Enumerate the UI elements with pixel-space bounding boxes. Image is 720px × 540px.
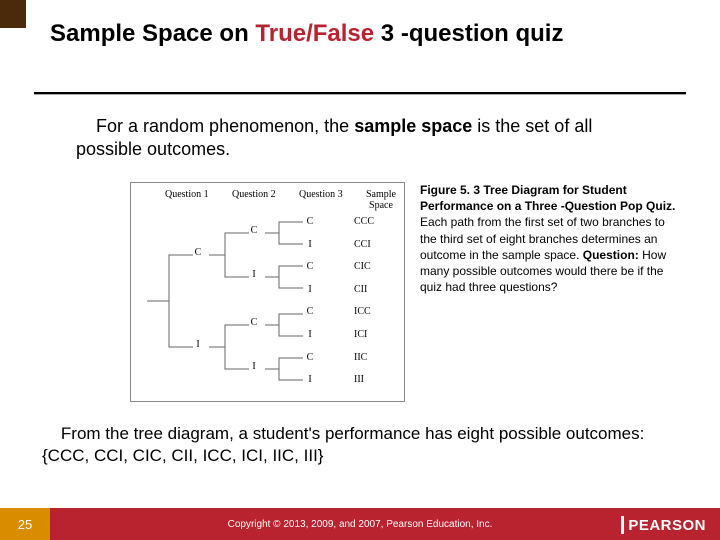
lead-bold: sample space [354, 116, 472, 136]
lead-prefix: For a random phenomenon, the [96, 116, 354, 136]
brand-text: PEARSON [628, 517, 706, 534]
tree-diagram-figure: Question 1 Question 2 Question 3 Sample … [130, 182, 405, 402]
caption-bold2: Question: [583, 248, 642, 262]
outcome: ICI [354, 324, 390, 347]
q2-label: I [247, 361, 261, 372]
outcome: CII [354, 279, 390, 302]
outcome: IIC [354, 347, 390, 370]
leaf-label: I [303, 279, 317, 302]
outcome: CIC [354, 256, 390, 279]
conclusion-span: From the tree diagram, a student's perfo… [42, 424, 644, 465]
q2-label: I [247, 269, 261, 280]
copyright-text: Copyright © 2013, 2009, and 2007, Pearso… [228, 519, 493, 530]
pearson-logo: PEARSON [621, 516, 706, 534]
outcome: III [354, 369, 390, 392]
accent-block [0, 0, 26, 28]
outcome: CCC [354, 211, 390, 234]
logo-bar-icon [621, 516, 624, 534]
lead-paragraph: For a random phenomenon, the sample spac… [76, 115, 656, 162]
q1-label: I [191, 339, 205, 350]
conclusion-text: From the tree diagram, a student's perfo… [42, 423, 682, 467]
header-ss: Sample Space [366, 189, 396, 211]
leaf-label: C [303, 211, 317, 234]
leaf-label: I [303, 234, 317, 257]
leaf-label: C [303, 301, 317, 324]
leaf-labels: C I C I C I C I [303, 211, 317, 392]
leaf-label: I [303, 369, 317, 392]
outcome: ICC [354, 301, 390, 324]
leaf-label: I [303, 324, 317, 347]
q2-label: C [247, 317, 261, 328]
leaf-label: C [303, 347, 317, 370]
q1-label: C [191, 247, 205, 258]
divider-line-2 [34, 94, 686, 95]
slide-title: Sample Space on True/False 3 -question q… [50, 20, 690, 48]
q2-label: C [247, 225, 261, 236]
title-highlight: True/False [255, 20, 374, 47]
outcome: CCI [354, 234, 390, 257]
footer-bar: 25 Copyright © 2013, 2009, and 2007, Pea… [0, 508, 720, 540]
title-suffix: 3 -question quiz [374, 20, 563, 47]
sample-space-column: CCC CCI CIC CII ICC ICI IIC III [354, 211, 390, 392]
caption-bold1: Figure 5. 3 Tree Diagram for Student Per… [420, 183, 675, 213]
leaf-label: C [303, 256, 317, 279]
title-prefix: Sample Space on [50, 20, 255, 47]
figure-caption: Figure 5. 3 Tree Diagram for Student Per… [420, 182, 680, 295]
page-number: 25 [0, 508, 50, 540]
